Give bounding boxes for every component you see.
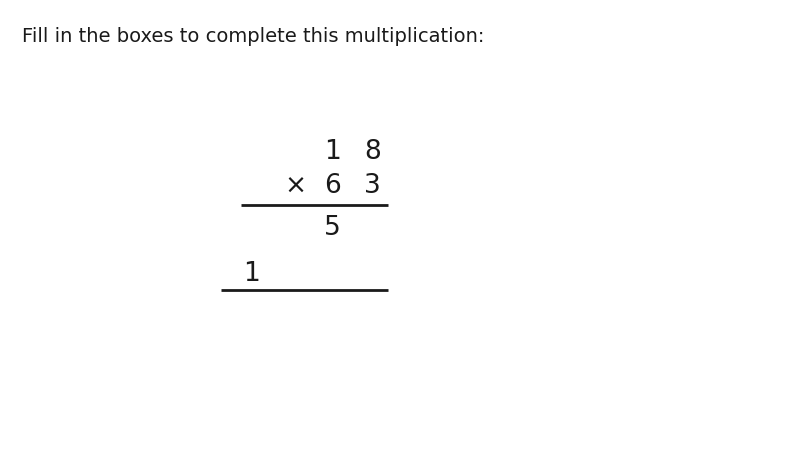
Text: 8: 8 bbox=[365, 138, 381, 164]
Text: Fill in the boxes to complete this multiplication:: Fill in the boxes to complete this multi… bbox=[22, 27, 484, 46]
Text: 1: 1 bbox=[243, 260, 260, 286]
Text: 1: 1 bbox=[324, 138, 341, 164]
Text: 5: 5 bbox=[324, 215, 341, 241]
Text: 3: 3 bbox=[365, 173, 381, 199]
Text: 6: 6 bbox=[324, 173, 341, 199]
Text: ×: × bbox=[284, 173, 306, 199]
